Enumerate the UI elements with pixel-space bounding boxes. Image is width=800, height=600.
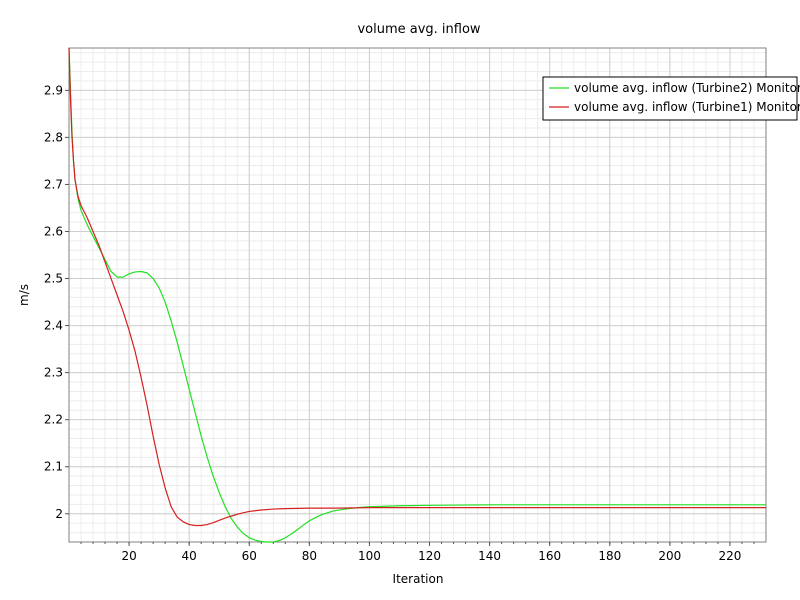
y-tick-label: 2.8 bbox=[44, 130, 63, 144]
x-tick-label: 160 bbox=[538, 549, 561, 563]
y-axis-label: m/s bbox=[17, 284, 31, 306]
x-tick-label: 40 bbox=[182, 549, 197, 563]
y-tick-label: 2.6 bbox=[44, 224, 63, 238]
x-tick-label: 180 bbox=[598, 549, 621, 563]
grid bbox=[69, 48, 766, 543]
x-tick-label: 80 bbox=[302, 549, 317, 563]
x-tick-label: 60 bbox=[242, 549, 257, 563]
x-axis-label: Iteration bbox=[393, 572, 444, 586]
x-tick-label: 200 bbox=[658, 549, 681, 563]
series-line-turbine1 bbox=[68, 47, 766, 527]
y-tick-label: 2.3 bbox=[44, 366, 63, 380]
x-tick-label: 20 bbox=[121, 549, 136, 563]
series-lines bbox=[68, 47, 766, 543]
legend: volume avg. inflow (Turbine2) Monitor vo… bbox=[542, 76, 800, 121]
chart-title: volume avg. inflow bbox=[357, 22, 480, 37]
x-tick-label: 220 bbox=[718, 549, 741, 563]
x-tick-label: 120 bbox=[418, 549, 441, 563]
axis-ticks: 20 40 60 80 100 120 140 160 180 200 220 2 2.1 2.2 2.3 2… bbox=[44, 83, 755, 563]
y-tick-label: 2.4 bbox=[44, 319, 63, 333]
y-tick-label: 2.2 bbox=[44, 413, 63, 427]
y-tick-label: 2.1 bbox=[44, 460, 63, 474]
y-tick-label: 2.5 bbox=[44, 272, 63, 286]
y-tick-label: 2 bbox=[55, 507, 63, 521]
x-tick-label: 140 bbox=[478, 549, 501, 563]
y-tick-label: 2.9 bbox=[44, 83, 63, 97]
legend-entry-turbine1: volume avg. inflow (Turbine1) Monitor bbox=[574, 100, 800, 114]
legend-box bbox=[542, 76, 798, 121]
y-tick-label: 2.7 bbox=[44, 177, 63, 191]
legend-entry-turbine2: volume avg. inflow (Turbine2) Monitor bbox=[574, 81, 800, 95]
x-tick-label: 100 bbox=[358, 549, 381, 563]
